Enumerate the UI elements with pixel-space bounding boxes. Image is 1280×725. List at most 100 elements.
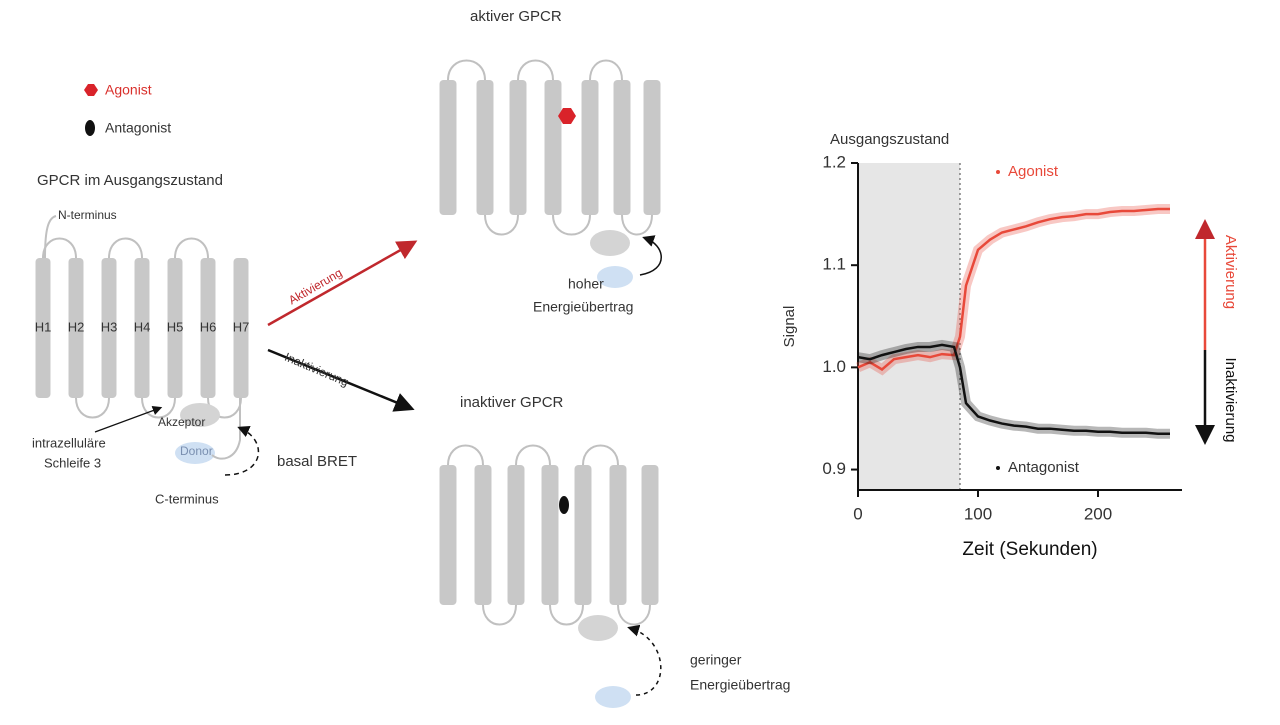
helix	[613, 80, 631, 215]
loop-label-1: intrazelluläre	[32, 435, 106, 450]
loop	[549, 604, 584, 626]
receptor-basal: H1 H2 H3 H4 H5 H6 H7	[35, 237, 250, 419]
loop	[141, 397, 176, 419]
legend-antagonist: Antagonist	[105, 120, 171, 136]
helix	[509, 80, 527, 215]
helix	[439, 465, 457, 605]
loop	[108, 237, 143, 259]
antagonist-bound	[559, 496, 569, 514]
donor-inactive	[595, 686, 631, 708]
helix	[200, 258, 216, 398]
loop	[447, 59, 486, 81]
inactivation-label: Inaktivierung	[283, 350, 351, 389]
inactive-transfer-2: Energieübertrag	[690, 677, 790, 693]
activation-arrow	[267, 240, 418, 327]
transfer-arrow-low	[627, 624, 662, 696]
helix	[474, 465, 492, 605]
inactivation-arrow	[267, 348, 415, 412]
inactive-transfer-1: geringer	[690, 652, 742, 668]
transfer-arrow-high	[639, 235, 662, 276]
donor-label: Donor	[180, 444, 213, 458]
x-tick-label: 100	[964, 504, 992, 523]
loop	[482, 604, 517, 626]
helix	[439, 80, 457, 215]
y-tick-label: 1.2	[822, 152, 846, 171]
loop	[447, 444, 484, 466]
acceptor-label: Akzeptor	[158, 415, 205, 429]
c-terminus: C-terminus	[155, 491, 219, 506]
helix	[507, 465, 525, 605]
helix	[476, 80, 494, 215]
loop	[42, 237, 77, 259]
helix-label: H6	[200, 319, 217, 334]
legend-label: Antagonist	[1008, 459, 1080, 476]
donor	[175, 442, 215, 464]
helix	[101, 258, 117, 398]
series-line	[857, 207, 1170, 371]
receptor-inactive	[439, 444, 659, 626]
helix	[233, 258, 249, 398]
acceptor-inactive	[578, 615, 618, 641]
helix	[574, 465, 592, 605]
loop	[582, 444, 619, 466]
acceptor-active	[590, 230, 630, 256]
loop-arrow	[94, 405, 163, 433]
helix-label: H2	[68, 319, 85, 334]
x-tick-label: 0	[853, 504, 862, 523]
helix-label: H7	[233, 319, 250, 334]
loop	[484, 214, 519, 236]
series-line	[857, 343, 1170, 436]
loop	[617, 604, 651, 626]
legend-agonist: Agonist	[105, 82, 152, 98]
helix	[641, 465, 659, 605]
legend-dot	[996, 170, 1000, 174]
annotation: Aktivierung	[1222, 235, 1239, 309]
loop	[75, 397, 110, 419]
y-tick-label: 0.9	[822, 459, 846, 478]
helix	[167, 258, 183, 398]
baseline-region	[858, 163, 960, 490]
n-terminus: N-terminus	[58, 208, 117, 222]
loop-label-2: Schleife 3	[44, 455, 101, 470]
loop	[174, 237, 209, 259]
active-transfer-2: Energieübertrag	[533, 299, 633, 315]
n-terminus-line	[44, 215, 57, 259]
helix	[541, 465, 559, 605]
helix	[581, 80, 599, 215]
helix	[68, 258, 84, 398]
agonist-bound	[558, 108, 576, 124]
helix	[643, 80, 661, 215]
y-tick-label: 1.1	[822, 255, 846, 274]
donor-active	[597, 266, 633, 288]
helix-label: H3	[101, 319, 118, 334]
active-transfer-1: hoher	[568, 276, 604, 292]
legend-label: Agonist	[1008, 163, 1059, 180]
acceptor	[180, 403, 220, 427]
loop	[517, 59, 554, 81]
bret-label: basal BRET	[277, 453, 357, 470]
x-axis-label: Zeit (Sekunden)	[962, 539, 1097, 560]
helix-label: H4	[134, 319, 151, 334]
inactive-title: inaktiver GPCR	[460, 394, 564, 411]
receptor-active	[439, 59, 661, 236]
y-tick-label: 1.0	[822, 357, 846, 376]
basal-title: GPCR im Ausgangszustand	[37, 172, 223, 189]
chart: 0.9 1.0 1.1 1.2 0 100 200 Zeit (Sekunden) Signal…	[781, 131, 1239, 560]
y-axis-label: Signal	[781, 306, 798, 348]
loop	[621, 214, 653, 236]
helix	[609, 465, 627, 605]
active-title: aktiver GPCR	[470, 8, 562, 25]
annotation: Ausgangszustand	[830, 131, 949, 148]
helix	[134, 258, 150, 398]
bret-arrow	[224, 426, 260, 476]
agonist-icon	[84, 84, 98, 96]
c-term-line	[211, 398, 241, 460]
helix-label: H5	[167, 319, 184, 334]
helix	[35, 258, 51, 398]
antagonist-icon	[85, 120, 95, 136]
helix	[544, 80, 562, 215]
loop	[589, 59, 623, 81]
legend-dot	[996, 466, 1000, 470]
loop	[552, 214, 591, 236]
